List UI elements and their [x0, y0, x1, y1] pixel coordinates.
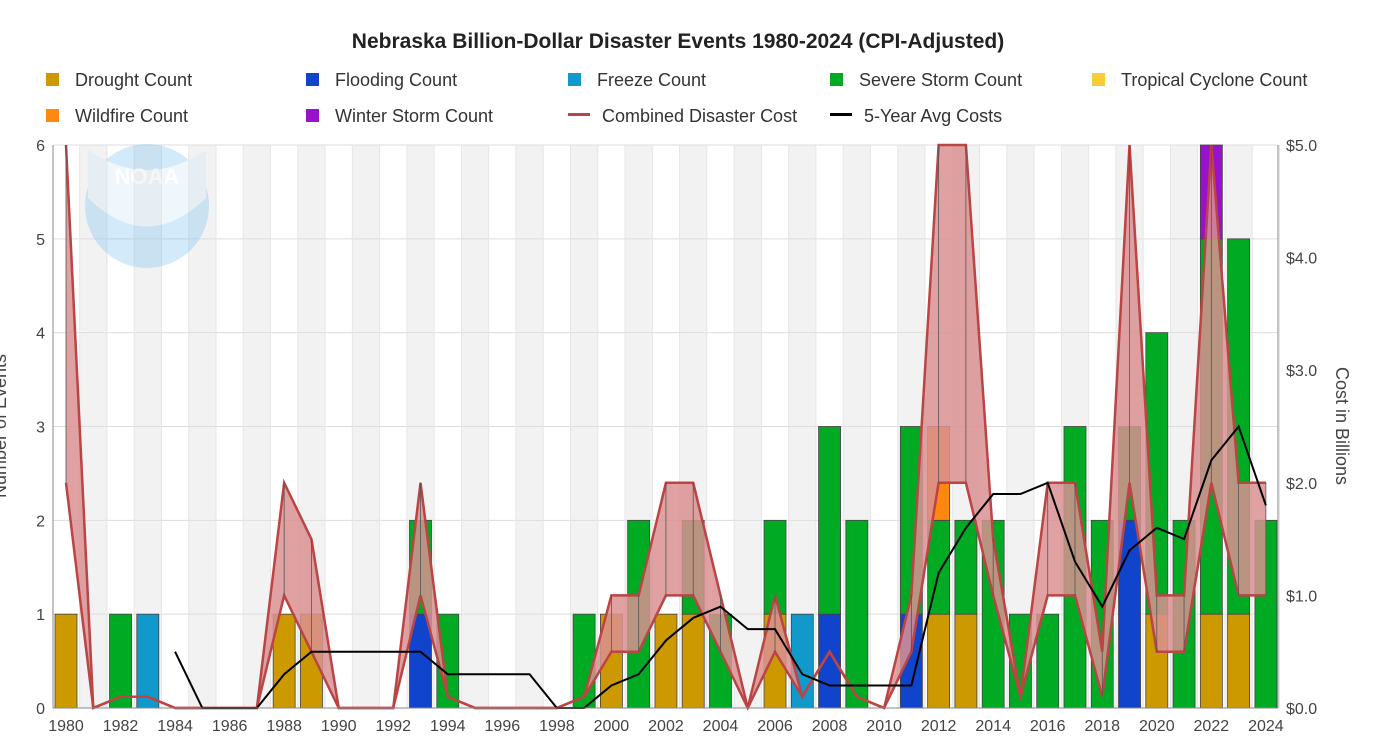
noaa-logo-icon: NOAA	[85, 144, 209, 268]
x-tick-label: 2022	[1194, 718, 1230, 735]
legend-item: Wildfire Count	[46, 104, 188, 128]
legend-swatch	[568, 112, 590, 116]
legend-item: Tropical Cyclone Count	[1092, 68, 1307, 92]
bar-segment	[136, 613, 160, 709]
x-tick-label: 2018	[1084, 718, 1120, 735]
y-tick-label-right: $3.0	[1286, 363, 1317, 380]
legend-item: 5-Year Avg Costs	[830, 104, 1002, 128]
bar-segment	[927, 613, 951, 709]
bar-segment	[681, 613, 705, 709]
chart-title: Nebraska Billion-Dollar Disaster Events …	[351, 30, 1005, 53]
x-tick-label: 2008	[812, 718, 848, 735]
legend-swatch	[830, 112, 852, 116]
legend-label: Severe Storm Count	[859, 70, 1023, 90]
bar-segment	[818, 426, 841, 615]
legend-item: Flooding Count	[306, 68, 457, 92]
x-tick-label: 2006	[757, 718, 793, 735]
y-tick-label-left: 0	[36, 701, 45, 718]
legend-item: Combined Disaster Cost	[568, 104, 797, 128]
legend-swatch	[830, 72, 843, 86]
chart-legend: Drought Count Wildfire Count Flooding Coun…	[0, 64, 1387, 134]
legend-swatch	[568, 72, 581, 86]
legend-label: Winter Storm Count	[335, 106, 494, 126]
legend-item: Freeze Count	[568, 68, 706, 92]
y-axis-right-title: Cost in Billions	[1332, 367, 1352, 485]
x-tick-label: 2014	[975, 718, 1011, 735]
legend-label: Drought Count	[75, 70, 193, 90]
x-tick-label: 1984	[157, 718, 193, 735]
legend-label: Combined Disaster Cost	[602, 106, 798, 126]
y-axis-left-title: Number of Events	[0, 354, 10, 498]
avg-line	[174, 424, 1267, 709]
y-tick-label-right: $2.0	[1286, 476, 1317, 493]
legend-swatch	[1092, 72, 1105, 86]
bar-segment	[954, 519, 978, 615]
bar-segment	[109, 613, 132, 709]
legend-swatch	[46, 72, 59, 86]
x-tick-label: 2000	[594, 718, 630, 735]
legend-label: Tropical Cyclone Count	[1121, 70, 1308, 90]
x-tick-label: 2012	[921, 718, 957, 735]
y-tick-label-left: 5	[36, 232, 45, 249]
y-tick-label-left: 4	[36, 326, 45, 343]
x-tick-label: 1988	[266, 718, 302, 735]
axes: 0 1 2 3 4 5 6 $0.0 $1.0 $2.0 $3.0 $4.0 $5.0 1980 1982 1…	[36, 138, 1317, 735]
noaa-logo-text: NOAA	[115, 164, 180, 189]
legend-item: Winter Storm Count	[306, 104, 493, 128]
legend-label: Freeze Count	[597, 70, 707, 90]
legend-item: Severe Storm Count	[830, 68, 1022, 92]
bar-segment	[654, 613, 678, 709]
avg-cost-line	[174, 424, 1267, 709]
legend-label: Wildfire Count	[75, 106, 189, 126]
bar-segment	[1227, 613, 1251, 709]
y-tick-label-left: 3	[36, 420, 45, 437]
x-tick-label: 1994	[430, 718, 466, 735]
x-tick-label: 2024	[1248, 718, 1284, 735]
legend-swatch	[306, 72, 319, 86]
y-tick-label-right: $4.0	[1286, 251, 1317, 268]
y-tick-label-left: 6	[36, 138, 45, 155]
x-tick-label: 2020	[1139, 718, 1175, 735]
x-tick-label: 1986	[212, 718, 248, 735]
x-tick-label: 1990	[321, 718, 357, 735]
x-tick-label: 1980	[48, 718, 84, 735]
x-tick-label: 2010	[866, 718, 902, 735]
bar-segment	[818, 613, 841, 709]
bar-segment	[54, 613, 78, 709]
y-tick-label-right: $5.0	[1286, 138, 1317, 155]
legend-item: Drought Count	[46, 68, 192, 92]
x-tick-label: 2002	[648, 718, 684, 735]
legend-label: 5-Year Avg Costs	[864, 106, 1003, 126]
x-tick-label: 1998	[539, 718, 575, 735]
y-tick-label-left: 2	[36, 513, 45, 530]
legend-label: Flooding Count	[335, 70, 458, 90]
x-tick-label: 1996	[485, 718, 521, 735]
bar-segment	[954, 613, 978, 709]
legend-swatch	[46, 108, 59, 122]
bar-segment	[1199, 613, 1223, 709]
y-tick-label-left: 1	[36, 607, 45, 624]
legend-swatch	[306, 108, 319, 122]
x-tick-label: 2004	[703, 718, 739, 735]
x-tick-label: 2016	[1030, 718, 1066, 735]
x-tick-label: 1982	[103, 718, 139, 735]
bar-segment	[845, 519, 869, 709]
x-tick-label: 1992	[375, 718, 411, 735]
y-tick-label-right: $1.0	[1286, 588, 1317, 605]
cost-band	[64, 143, 1267, 711]
y-tick-label-right: $0.0	[1286, 701, 1317, 718]
